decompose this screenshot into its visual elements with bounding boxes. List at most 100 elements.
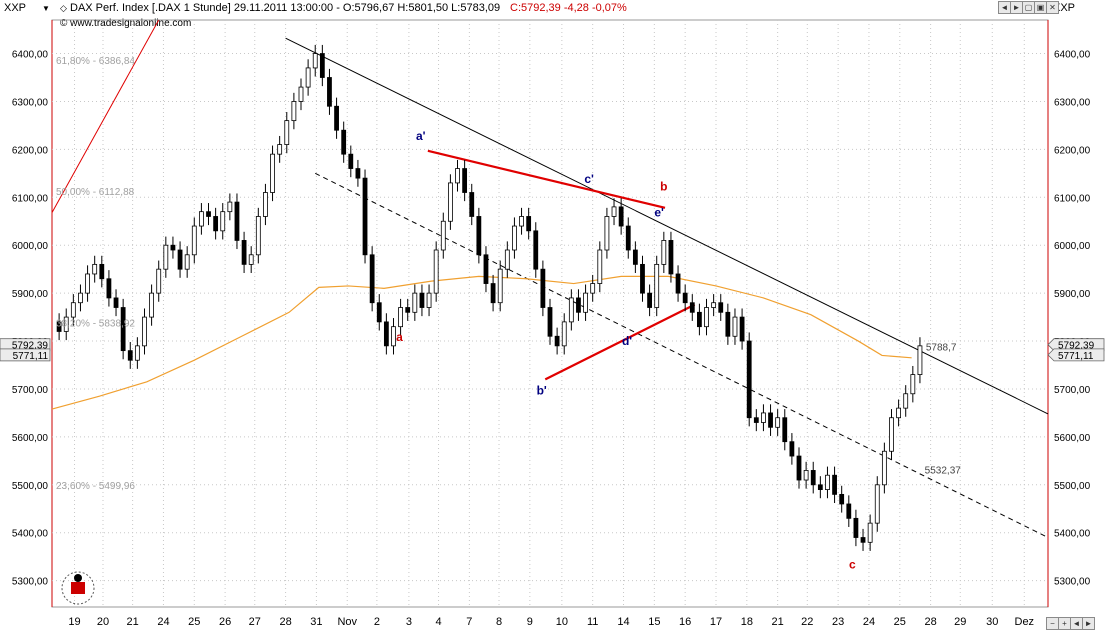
wave-label: b' xyxy=(537,384,547,398)
candle-body xyxy=(647,292,652,308)
lower-dashed-trendline xyxy=(315,172,1049,538)
overlay-lines xyxy=(51,19,1049,538)
candle-body xyxy=(106,278,112,299)
y-tick-label-left: 6300,00 xyxy=(12,97,49,108)
y-tick-label-right: 6300,00 xyxy=(1054,97,1091,108)
candle-body xyxy=(611,206,617,217)
candle-body xyxy=(718,302,724,313)
candle-body xyxy=(398,307,404,328)
candle-body xyxy=(291,101,297,122)
y-tick-label-left: 5900,00 xyxy=(12,289,49,300)
y-tick-label-right: 6000,00 xyxy=(1054,241,1091,252)
x-tick-label: 11 xyxy=(587,616,598,628)
chart-labels: 61,80% - 6386,84 50,00% - 6112,88 38,20% -… xyxy=(0,56,1105,572)
grid xyxy=(51,19,1049,608)
chart-icon: ◇ xyxy=(60,3,67,13)
x-tick-label: 4 xyxy=(435,616,441,628)
candle-body xyxy=(867,522,873,543)
candle-body xyxy=(889,417,894,452)
price-annotation: 5788,7 xyxy=(926,342,957,353)
source-label: © www.tradesignalonline.com xyxy=(60,18,192,29)
x-tick-label: 10 xyxy=(556,616,568,628)
candle-body xyxy=(497,268,503,304)
candle-body xyxy=(184,254,190,270)
candle-body xyxy=(70,302,76,318)
candle-body xyxy=(874,484,880,524)
candle-body xyxy=(305,67,311,88)
candle-body xyxy=(661,240,667,265)
candle-body xyxy=(526,216,532,232)
candle-body xyxy=(917,345,923,375)
x-tick-label: 21 xyxy=(127,616,139,628)
candle-body xyxy=(512,225,517,251)
symbol-dropdown-arrow[interactable]: ▼ xyxy=(42,4,50,13)
candle-body xyxy=(469,192,475,217)
candle-body xyxy=(412,292,418,313)
instrument-info: DAX Perf. Index [.DAX 1 Stunde] 29.11.20… xyxy=(70,2,501,14)
candle-body xyxy=(739,316,745,342)
y-tick-label-left: 5600,00 xyxy=(12,433,49,444)
x-tick-label: 23 xyxy=(832,616,844,628)
fib-level-label: 38,20% - 5838,92 xyxy=(56,318,135,329)
y-tick-label-left: 6100,00 xyxy=(12,193,49,204)
candle-body xyxy=(903,393,909,409)
candle-body xyxy=(732,316,738,337)
price-tag-left-box xyxy=(0,348,51,362)
candle-body xyxy=(803,470,809,481)
candle-body xyxy=(419,292,425,308)
price-tag-left: 5792,39 xyxy=(12,341,49,352)
candle-body xyxy=(554,335,560,347)
candle-body xyxy=(56,321,62,332)
y-axis-right: 5300,005400,005500,005600,005700,005800,… xyxy=(1054,50,1091,588)
candle-body xyxy=(697,311,702,328)
candle-body xyxy=(376,302,382,323)
y-tick-label-left: 5400,00 xyxy=(12,529,49,540)
candle-body xyxy=(846,503,852,519)
candle-body xyxy=(839,493,845,505)
x-tick-label: 20 xyxy=(97,616,109,628)
candle-body xyxy=(462,168,468,193)
candle-body xyxy=(533,230,539,270)
close-button[interactable]: ✕ xyxy=(1046,1,1059,14)
candle-body xyxy=(490,283,496,304)
candle-body xyxy=(668,240,674,275)
candle-body xyxy=(483,254,489,284)
wave-label: c' xyxy=(584,172,594,186)
price-tag-right-box xyxy=(1047,348,1105,362)
logo-mark-icon xyxy=(71,582,85,594)
candle-body xyxy=(711,302,717,308)
copyright-icon: © xyxy=(60,18,68,29)
candle-body xyxy=(519,216,524,227)
pan-right-button[interactable]: ► xyxy=(1082,617,1095,630)
wreath-icon xyxy=(61,571,95,605)
candle-body xyxy=(334,105,339,131)
candle-body xyxy=(476,216,482,256)
candle-body xyxy=(234,201,240,241)
y-tick-label-right: 5900,00 xyxy=(1054,289,1091,300)
x-tick-label: 8 xyxy=(496,616,502,628)
candle-body xyxy=(263,192,268,217)
x-tick-label: 7 xyxy=(466,616,472,628)
candle-body xyxy=(63,316,69,332)
logo xyxy=(61,571,95,605)
x-tick-label: 28 xyxy=(279,616,291,628)
x-tick-label: 29 xyxy=(954,616,966,628)
candle-body xyxy=(561,321,567,347)
candle-body xyxy=(85,273,90,294)
x-tick-label: 26 xyxy=(219,616,231,628)
candle-body xyxy=(134,345,140,361)
upper-trendline xyxy=(285,37,1049,415)
candle-body xyxy=(504,249,510,270)
x-tick-label: 28 xyxy=(924,616,936,628)
candle-body xyxy=(405,307,411,313)
candle-body xyxy=(348,153,354,169)
x-tick-label: 21 xyxy=(772,616,784,628)
candle-body xyxy=(568,297,574,323)
candle-body xyxy=(775,417,781,428)
candle-body xyxy=(625,225,631,251)
x-tick-label: 25 xyxy=(894,616,906,628)
candle-body xyxy=(156,268,162,294)
candle-body xyxy=(810,470,816,486)
symbol-left[interactable]: XXP xyxy=(4,2,27,14)
